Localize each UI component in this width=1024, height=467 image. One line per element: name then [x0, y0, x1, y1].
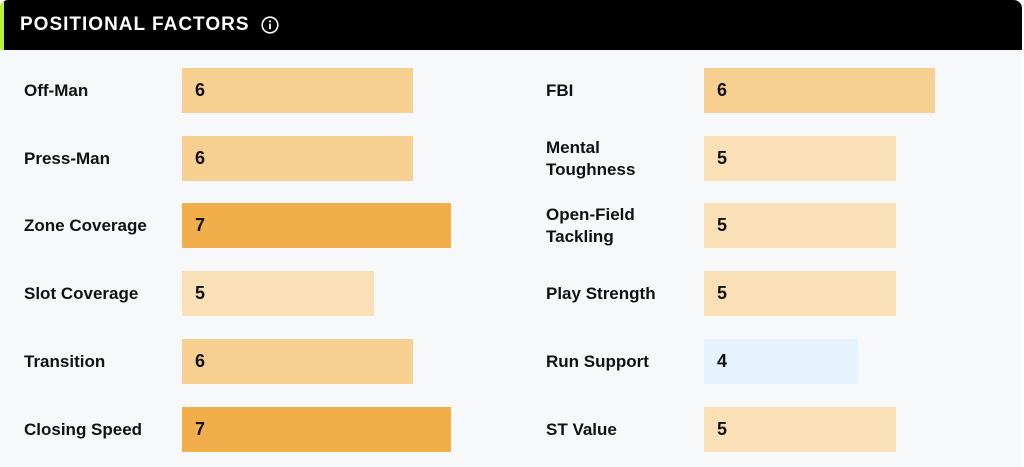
factor-value: 6: [195, 148, 206, 168]
factor-bar-closing-speed: 7: [182, 407, 451, 452]
factor-label-zone-coverage: Zone Coverage: [24, 216, 147, 235]
factor-value: 7: [195, 419, 206, 439]
factor-value: 6: [195, 351, 206, 371]
factor-value: 7: [195, 215, 206, 235]
factor-bar-fbi: 6: [704, 68, 935, 113]
factor-value: 5: [717, 148, 728, 168]
factor-bar-off-man: 6: [182, 68, 413, 113]
factor-value: 4: [717, 351, 728, 371]
factor-value: 6: [195, 80, 206, 100]
factor-label-mental-toughness: Mental Toughness: [546, 138, 636, 179]
factor-value: 5: [717, 283, 728, 303]
factor-bar-zone-coverage: 7: [182, 203, 451, 248]
panel-header: POSITIONAL FACTORS: [0, 0, 1022, 50]
factor-bar-st-value: 5: [704, 407, 896, 452]
factor-bar-open-field-tackling: 5: [704, 203, 896, 248]
panel-title: POSITIONAL FACTORS: [20, 14, 250, 35]
factor-bar-play-strength: 5: [704, 271, 896, 316]
factor-label-play-strength: Play Strength: [546, 284, 656, 303]
factor-label-press-man: Press-Man: [24, 149, 110, 168]
factor-label-st-value: ST Value: [546, 420, 617, 439]
factor-value: 5: [717, 215, 728, 235]
factor-label-fbi: FBI: [546, 81, 574, 100]
factor-bar-press-man: 6: [182, 136, 413, 181]
header-accent-stripe: [0, 0, 4, 50]
factor-value: 5: [717, 419, 728, 439]
factor-bar-slot-coverage: 5: [182, 271, 374, 316]
factor-label-off-man: Off-Man: [24, 81, 89, 100]
factor-label-open-field-tackling: Open-Field Tackling: [546, 205, 635, 246]
factor-bar-mental-toughness: 5: [704, 136, 896, 181]
factor-bar-transition: 6: [182, 339, 413, 384]
factor-bar-run-support: 4: [704, 339, 858, 384]
factor-label-slot-coverage: Slot Coverage: [24, 284, 139, 303]
factor-value: 6: [717, 80, 728, 100]
info-icon[interactable]: [261, 16, 279, 34]
factor-label-run-support: Run Support: [546, 352, 649, 371]
factor-label-closing-speed: Closing Speed: [24, 420, 143, 439]
factor-label-transition: Transition: [24, 352, 106, 371]
factor-value: 5: [195, 283, 206, 303]
